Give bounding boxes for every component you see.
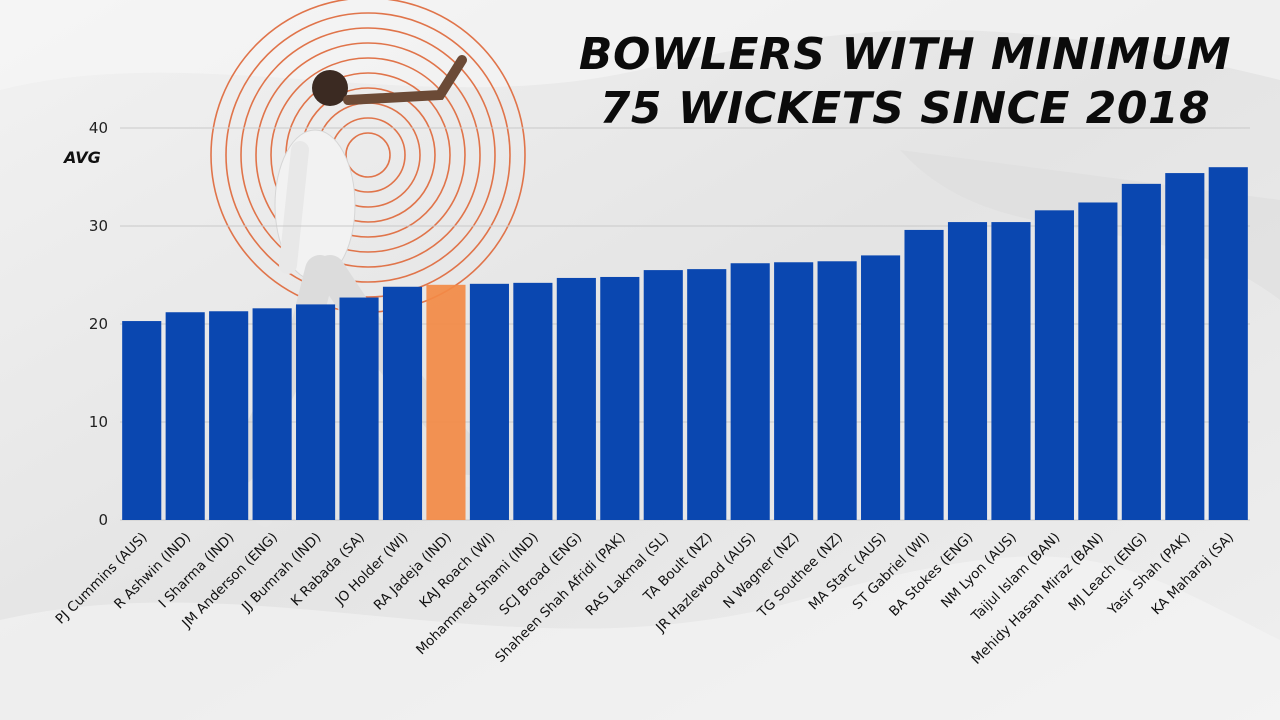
bar: [991, 222, 1031, 520]
bar: [469, 283, 509, 520]
bar: [1208, 167, 1248, 520]
bar: [687, 269, 727, 520]
bar: [643, 270, 683, 520]
bar: [1078, 202, 1118, 521]
ring: [255, 42, 481, 268]
y-axis-label: AVG: [64, 148, 101, 167]
ring: [225, 12, 511, 298]
bar: [296, 304, 336, 520]
bar: [252, 308, 292, 520]
ring: [345, 132, 391, 178]
ring: [240, 27, 496, 283]
bar: [947, 222, 988, 520]
bar: [774, 262, 814, 520]
bar: [600, 276, 640, 520]
bar: [165, 312, 205, 520]
y-tick-label: 20: [89, 315, 108, 333]
bar: [209, 311, 249, 520]
bar: [382, 286, 423, 520]
bar: [1165, 173, 1205, 520]
bar: [122, 321, 162, 520]
bar: [339, 297, 379, 520]
bars: [122, 167, 1248, 521]
bar: [904, 229, 944, 521]
bar: [513, 282, 553, 520]
y-tick-label: 30: [89, 217, 108, 235]
ring: [270, 57, 466, 253]
bar-highlight: [426, 284, 466, 520]
y-axis: 0 10 20 30 40: [89, 119, 108, 529]
bar: [861, 255, 901, 520]
bar: [817, 261, 857, 520]
bar: [1121, 183, 1161, 521]
bar: [1034, 210, 1074, 520]
y-tick-label: 10: [89, 413, 108, 431]
chart-title: BOWLERS WITH MINIMUM 75 WICKETS SINCE 20…: [578, 29, 1232, 134]
y-tick-label: 0: [98, 511, 108, 529]
bar: [730, 263, 770, 520]
bar: [556, 277, 596, 520]
y-tick-label: 40: [89, 119, 108, 137]
